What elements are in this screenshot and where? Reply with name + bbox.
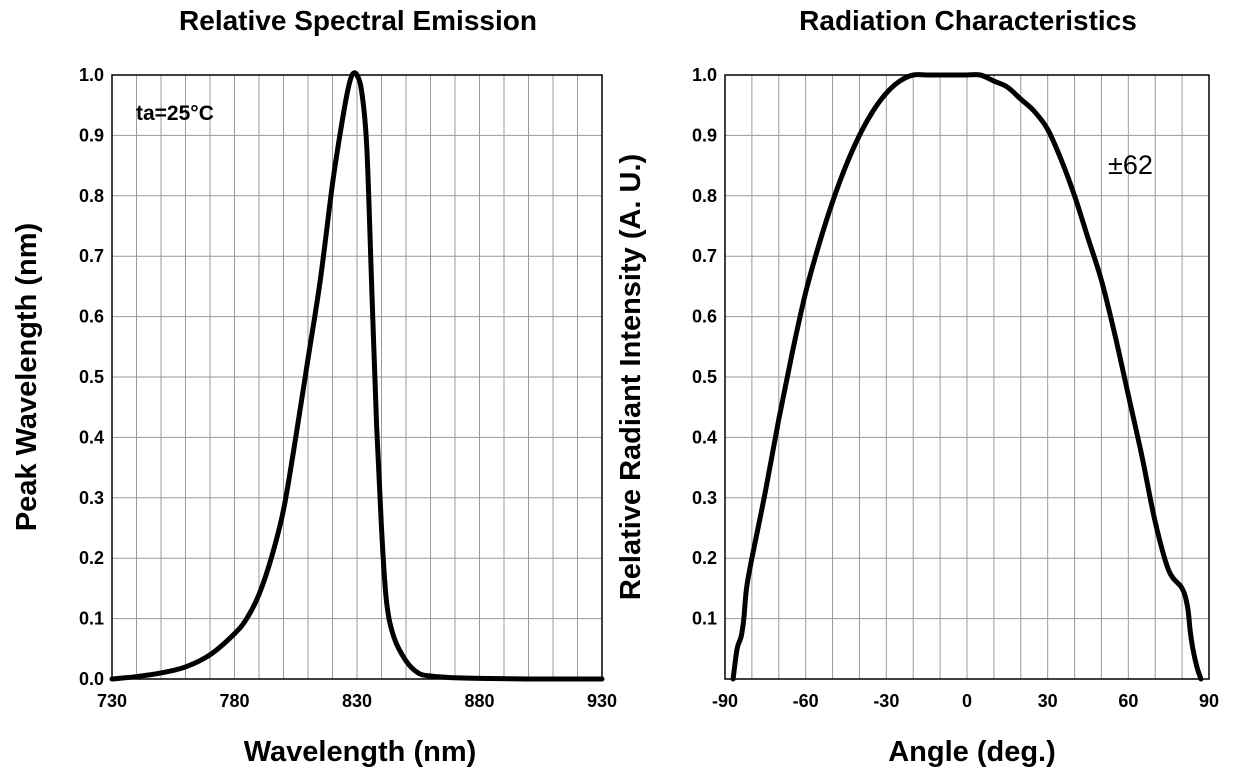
radiation-characteristics-chart: Radiation Characteristics 0.10.20.30.40.… <box>615 5 1219 768</box>
y-tick-label: 0.6 <box>79 307 104 327</box>
x-axis-title: Angle (deg.) <box>888 736 1056 768</box>
grid-lines <box>725 75 1209 679</box>
y-tick-label: 0.1 <box>79 609 104 629</box>
x-tick-label: 30 <box>1038 691 1058 711</box>
y-tick-label: 0.9 <box>692 125 717 145</box>
x-tick-label: -30 <box>873 691 899 711</box>
y-tick-label: 0.9 <box>79 125 104 145</box>
y-tick-label: 0.8 <box>692 186 717 206</box>
x-tick-label: 730 <box>97 691 127 711</box>
y-tick-label: 0.5 <box>692 367 717 387</box>
x-tick-labels: 730 780 830 880 930 <box>97 691 617 711</box>
y-tick-label: 0.4 <box>692 427 717 447</box>
y-tick-label: 1.0 <box>79 65 104 85</box>
x-tick-label: -90 <box>712 691 738 711</box>
x-tick-label: 0 <box>962 691 972 711</box>
x-tick-labels: -90 -60 -30 0 30 60 90 <box>712 691 1219 711</box>
spectral-curve <box>109 70 605 682</box>
x-tick-label: 930 <box>587 691 617 711</box>
x-tick-label: 90 <box>1199 691 1219 711</box>
spectral-emission-chart: Relative Spectral Emission 0.00.10.20.30… <box>11 5 617 768</box>
y-tick-label: 0.5 <box>79 367 104 387</box>
y-tick-labels: 0.0 0.1 0.2 0.3 0.4 0.5 0.6 0.7 0.8 0.9 1.0 <box>79 65 104 689</box>
y-axis-title: Peak Wavelength (nm) <box>11 223 43 531</box>
half-angle-annotation: ±62 <box>1108 150 1153 180</box>
radiation-curve <box>730 72 1204 682</box>
y-tick-label: 0.7 <box>692 246 717 266</box>
grid-lines <box>112 75 602 679</box>
y-tick-label: 0.0 <box>79 669 104 689</box>
y-tick-label: 0.2 <box>79 548 104 568</box>
x-tick-label: -60 <box>793 691 819 711</box>
x-tick-label: 880 <box>464 691 494 711</box>
y-tick-labels: 0.1 0.2 0.3 0.4 0.5 0.6 0.7 0.8 0.9 1.0 <box>692 65 717 629</box>
y-tick-label: 0.2 <box>692 548 717 568</box>
y-tick-label: 0.3 <box>79 488 104 508</box>
chart-title: Radiation Characteristics <box>799 5 1137 36</box>
temperature-annotation: ta=25°C <box>136 102 214 125</box>
y-tick-label: 0.1 <box>692 609 717 629</box>
y-tick-label: 0.6 <box>692 307 717 327</box>
chart-title: Relative Spectral Emission <box>179 5 537 36</box>
y-tick-label: 0.4 <box>79 427 104 447</box>
y-tick-label: 0.8 <box>79 186 104 206</box>
y-tick-label: 0.7 <box>79 246 104 266</box>
x-tick-label: 830 <box>342 691 372 711</box>
y-tick-label: 0.3 <box>692 488 717 508</box>
y-axis-title: Relative Radiant Intensity (A. U.) <box>615 154 647 600</box>
y-tick-label: 1.0 <box>692 65 717 85</box>
x-tick-label: 60 <box>1118 691 1138 711</box>
x-tick-label: 780 <box>219 691 249 711</box>
x-axis-title: Wavelength (nm) <box>244 736 477 768</box>
